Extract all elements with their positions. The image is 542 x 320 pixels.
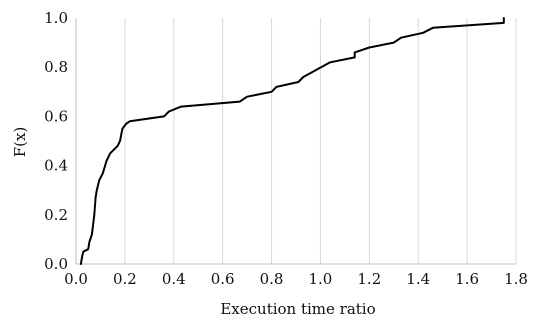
x-tick-label: 0.6 (211, 270, 235, 288)
y-axis-title: F(x) (11, 127, 29, 158)
x-tick-label: 1.2 (357, 270, 381, 288)
vertical-gridlines (124, 18, 517, 264)
cdf-series-line (79, 17, 505, 265)
x-tick-label: 0.2 (113, 270, 137, 288)
axes (75, 18, 516, 265)
x-tick-label: 0.0 (64, 270, 88, 288)
y-tick-label: 0.6 (44, 107, 68, 125)
y-tick-labels: 0.0 0.2 0.4 0.6 0.8 1.0 (44, 9, 68, 273)
x-tick-labels: 0.0 0.2 0.4 0.6 0.8 1.0 1.2 1.4 1.6 1.8 (64, 270, 528, 288)
x-tick-label: 1.8 (504, 270, 528, 288)
x-tick-label: 0.4 (162, 270, 186, 288)
x-tick-label: 1.0 (309, 270, 333, 288)
y-tick-label: 0.4 (44, 157, 68, 175)
x-tick-label: 0.8 (260, 270, 284, 288)
x-tick-label: 1.6 (455, 270, 479, 288)
x-tick-label: 1.4 (406, 270, 430, 288)
series-layer (79, 17, 505, 265)
y-tick-label: 1.0 (44, 9, 68, 27)
x-axis-title: Execution time ratio (220, 300, 375, 318)
y-tick-label: 0.8 (44, 58, 68, 76)
y-tick-label: 0.0 (44, 255, 68, 273)
y-tick-label: 0.2 (44, 206, 68, 224)
